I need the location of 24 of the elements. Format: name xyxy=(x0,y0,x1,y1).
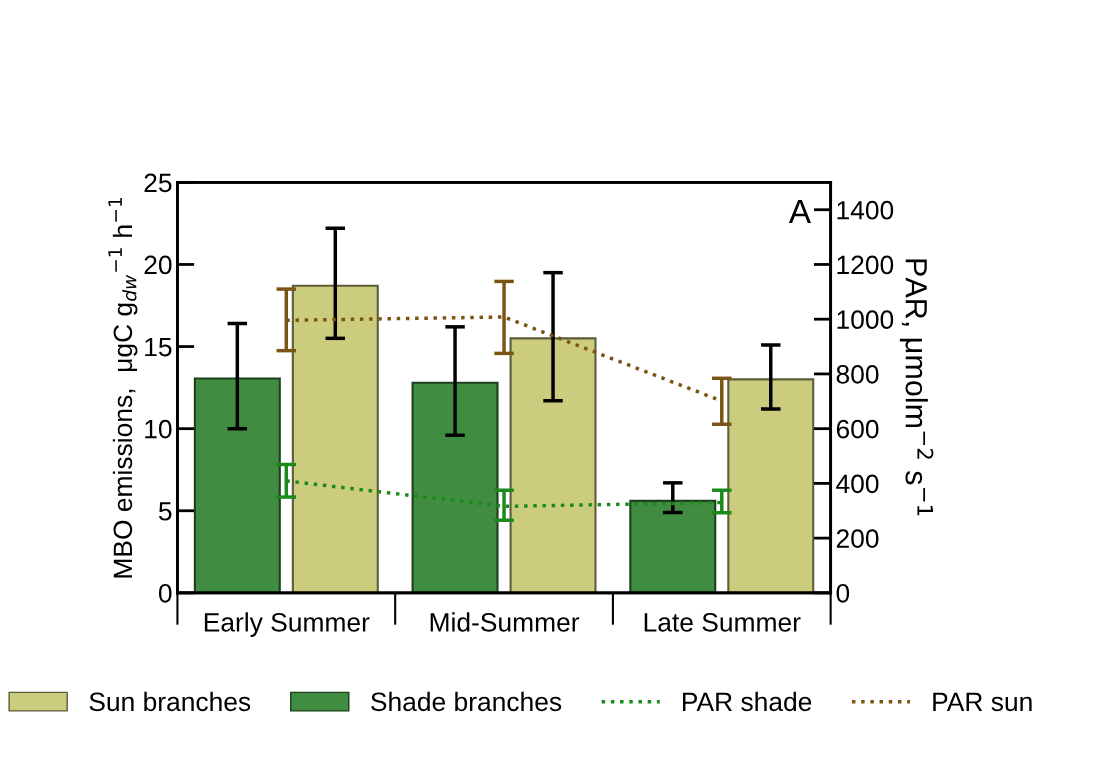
annotation: A xyxy=(788,200,811,223)
y2-tick-label: 400 xyxy=(836,474,879,494)
legend-label: Sun branches xyxy=(89,691,251,712)
y-tick-label: 10 xyxy=(145,419,172,439)
x-tick-label: Mid-Summer xyxy=(430,612,580,632)
y2-tick-label: 1000 xyxy=(837,310,894,330)
legend-label: PAR shade xyxy=(682,691,812,712)
y-axis-title: MBO emissions, μgC g$_{dw}$$^{−1}$ h$^{−1}$ xyxy=(108,198,138,578)
legend-label: Shade branches xyxy=(371,691,562,712)
x-tick-label: Early Summer xyxy=(204,612,370,637)
y-tick-label: 0 xyxy=(158,583,172,603)
y2-tick-label: 600 xyxy=(836,419,879,439)
legend-label: PAR sun xyxy=(933,692,1032,712)
y2-tick-label: 800 xyxy=(836,365,879,384)
y2-tick-label: 200 xyxy=(836,529,879,548)
y2-axis-title: PAR, μmolm$^{−2}$ s$^{−1}$ xyxy=(899,259,934,516)
y2-tick-label: 1200 xyxy=(837,255,894,275)
y-tick-label: 25 xyxy=(144,173,172,193)
y-tick-label: 15 xyxy=(145,337,172,357)
y-tick-label: 5 xyxy=(158,502,172,521)
y2-tick-label: 0 xyxy=(836,583,850,603)
y-tick-label: 20 xyxy=(144,255,172,275)
y2-tick-label: 1400 xyxy=(837,200,894,220)
x-tick-label: Late Summer xyxy=(644,612,801,632)
